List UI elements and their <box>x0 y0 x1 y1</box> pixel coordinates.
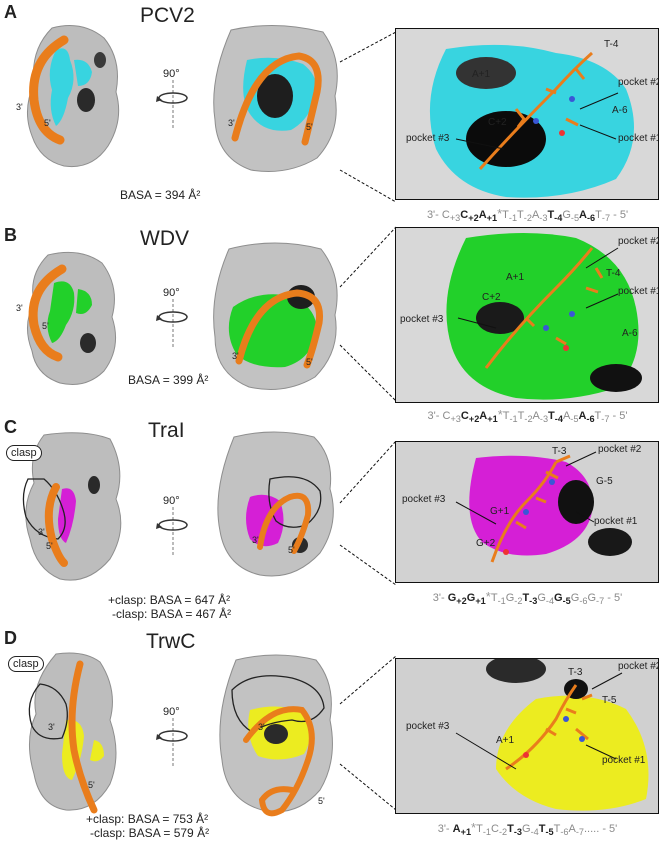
panel-label: A <box>4 2 17 22</box>
protein-surface-side-view <box>27 251 117 385</box>
rotation-arrow-icon <box>156 299 188 349</box>
pocket-label: pocket #1 <box>618 133 659 144</box>
zoom-surface <box>396 29 658 199</box>
zoom-inset: T-3 G+1 G-5 G+2 pocket #3 pocket #2 pock… <box>395 441 659 583</box>
pocket-label: pocket #1 <box>618 286 659 297</box>
nucleotide-label: T-4 <box>606 268 621 279</box>
dna-end-5prime: 5' <box>88 780 95 790</box>
zoom-surface <box>396 442 658 582</box>
pocket-label: pocket #2 <box>618 236 659 247</box>
zoom-inset: T-3 T-5 A+1 pocket #3 pocket #2 pocket #… <box>395 658 659 814</box>
sequence-text: 3'- C+3C+2A+1*T-1T-2A-3T-4G-5A-6T-7 - 5' <box>426 206 629 224</box>
panel-c: C TraI clasp 3' 5' 90° 3' 5' +clasp: BAS… <box>0 417 661 630</box>
nucleotide-label: G-5 <box>596 476 613 487</box>
dna-end-3prime: 3' <box>258 722 265 732</box>
panel-d: D TrwC clasp 3' 5' 90° 3' 5' +clasp: BAS… <box>0 628 661 850</box>
zoom-inset: A+1 C+2 T-4 A-6 pocket #3 pocket #2 pock… <box>395 227 659 403</box>
zoom-connector-lines <box>339 226 397 402</box>
dna-end-3prime: 3' <box>16 102 23 112</box>
dna-end-3prime: 3' <box>252 535 259 545</box>
pocket-label: pocket #2 <box>618 77 659 88</box>
clasp-label: clasp <box>6 445 42 461</box>
panel-b: B WDV 3' 5' 90° 3' 5' BASA = 399 Å² <box>0 225 661 425</box>
nucleotide-label: T-5 <box>602 695 617 706</box>
protein-surface-rotated-view <box>217 431 334 577</box>
nucleotide-label: G+2 <box>476 538 496 549</box>
zoom-surface <box>396 659 658 813</box>
dna-end-5prime: 5' <box>306 122 313 132</box>
protein-surface-rotated-view <box>219 654 333 817</box>
nucleotide-label: C+2 <box>482 292 501 303</box>
zoom-inset: A+1 C+2 T-4 A-6 pocket #3 pocket #2 pock… <box>395 28 659 200</box>
nucleotide-label: C+2 <box>488 117 507 128</box>
zoom-surface <box>396 228 658 402</box>
rotation-label: 90° <box>163 68 180 80</box>
dna-end-5prime: 5' <box>46 541 53 551</box>
rotation-label: 90° <box>163 706 180 718</box>
protein-surface-rotated-view <box>213 25 338 172</box>
protein-surface-side-view <box>22 432 122 581</box>
pocket-label: pocket #2 <box>618 661 659 672</box>
dna-end-3prime: 3' <box>38 527 45 537</box>
nucleotide-label: A+1 <box>472 69 491 80</box>
basa-value: -clasp: BASA = 467 Å² <box>112 607 232 621</box>
pocket-label: pocket #3 <box>406 721 450 732</box>
rotation-arrow-icon <box>156 80 188 130</box>
sequence-text: 3'- C+3C+2A+1*T-1T-2A-3T-4A-5A-6T-7 - 5' <box>427 407 628 425</box>
pocket-label: pocket #1 <box>602 755 646 766</box>
zoom-connector-lines <box>339 440 397 586</box>
dna-end-5prime: 5' <box>288 545 295 555</box>
dna-end-3prime: 3' <box>232 351 239 361</box>
nucleotide-label: A-6 <box>612 105 628 116</box>
dna-end-5prime: 5' <box>306 357 313 367</box>
nucleotide-label: A+1 <box>496 735 515 746</box>
nucleotide-label: G+1 <box>490 506 510 517</box>
pocket-label: pocket #3 <box>402 494 446 505</box>
protein-surface-side-view <box>27 25 120 168</box>
panel-title: WDV <box>140 227 189 250</box>
rotation-arrow-icon <box>156 507 188 557</box>
nucleotide-label: T-3 <box>552 446 567 457</box>
nucleotide-label: A+1 <box>506 272 525 283</box>
pocket-label: pocket #1 <box>594 516 638 527</box>
clasp-label: clasp <box>8 656 44 672</box>
basa-value: -clasp: BASA = 579 Å² <box>90 826 210 840</box>
basa-value: +clasp: BASA = 647 Å² <box>108 593 231 607</box>
sequence-text: 3'- G+2G+1*T-1G-2T-3G-4G-5G-6G-7 - 5' <box>432 589 623 607</box>
protein-surface-rotated-view <box>213 242 338 390</box>
sequence-text: 3'- A+1*T-1C-2T-3G-4T-5T-6A-7..... - 5' <box>437 820 618 838</box>
basa-value: +clasp: BASA = 753 Å² <box>86 812 209 826</box>
pocket-label: pocket #3 <box>406 133 450 144</box>
dna-end-5prime: 5' <box>318 796 325 806</box>
pocket-label: pocket #2 <box>598 444 642 455</box>
panel-a: A PCV2 3' 5' 90° 3' 5' BASA = 394 Å² <box>0 0 661 223</box>
protein-surface-side-view <box>28 652 117 814</box>
panel-label: D <box>4 628 17 648</box>
basa-value: BASA = 399 Å² <box>128 373 209 387</box>
dna-end-3prime: 3' <box>228 118 235 128</box>
dna-end-5prime: 5' <box>42 321 49 331</box>
basa-value: BASA = 394 Å² <box>120 188 201 202</box>
dna-end-3prime: 3' <box>16 303 23 313</box>
panel-title: PCV2 <box>140 4 195 27</box>
panel-title: TrwC <box>146 630 196 653</box>
panel-title: TraI <box>148 419 185 442</box>
dna-end-5prime: 5' <box>44 118 51 128</box>
zoom-connector-lines <box>339 655 397 811</box>
panel-label: B <box>4 225 17 245</box>
zoom-connector-lines <box>339 31 397 203</box>
panel-label: C <box>4 417 17 437</box>
pocket-label: pocket #3 <box>400 314 444 325</box>
nucleotide-label: T-4 <box>604 39 619 50</box>
dna-end-3prime: 3' <box>48 722 55 732</box>
rotation-label: 90° <box>163 495 180 507</box>
nucleotide-label: A-6 <box>622 328 638 339</box>
rotation-label: 90° <box>163 287 180 299</box>
nucleotide-label: T-3 <box>568 667 583 678</box>
rotation-arrow-icon <box>156 718 188 768</box>
